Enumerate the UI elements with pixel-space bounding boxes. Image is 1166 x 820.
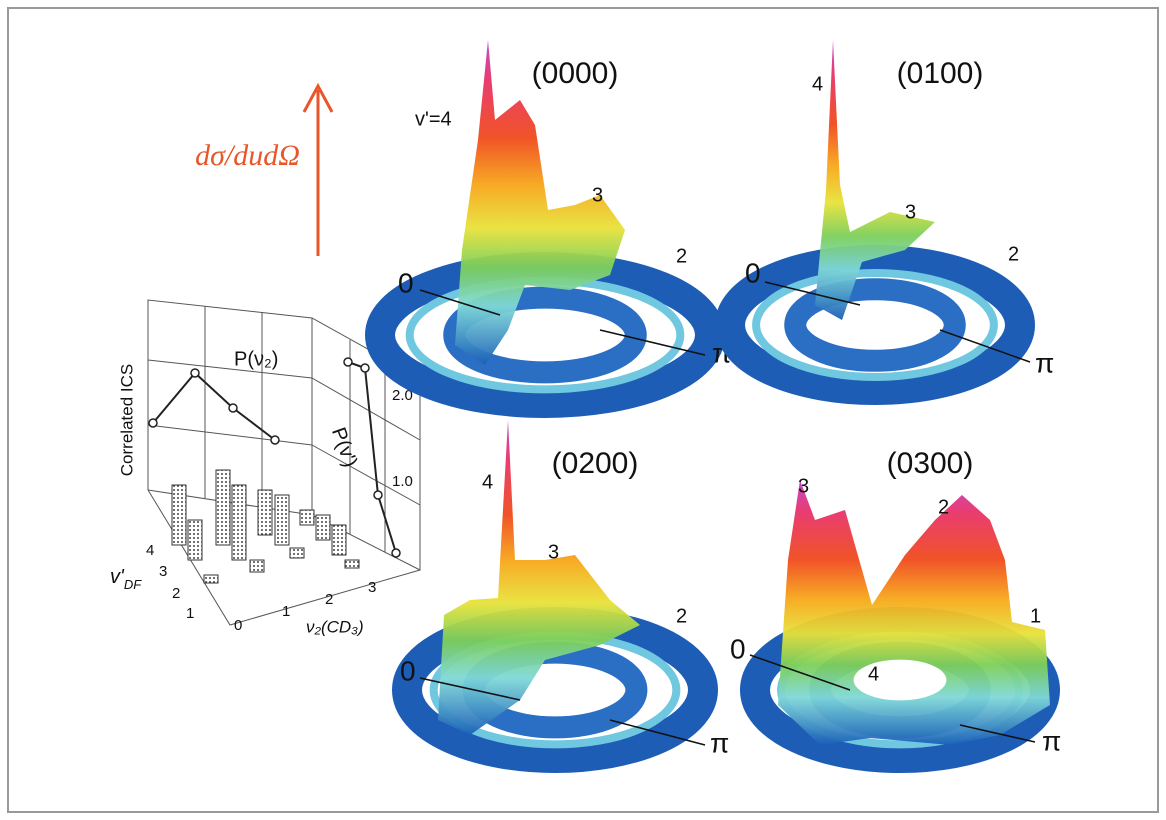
pi-label: π <box>1035 347 1054 378</box>
panel-title: (0100) <box>897 57 984 90</box>
formula: dσ/dudΩ <box>195 139 300 172</box>
bar <box>290 548 304 558</box>
peak-label: 4 <box>482 471 493 493</box>
x-axis-label: ν₂(CD₃) <box>306 617 364 636</box>
pi-label: π <box>1042 725 1061 756</box>
bar <box>316 515 330 540</box>
x-tick: 2 <box>325 591 333 608</box>
x-tick: 0 <box>234 617 242 634</box>
marker <box>374 491 382 499</box>
marker <box>271 436 279 444</box>
zero-label: 0 <box>745 257 761 288</box>
marker <box>344 358 352 366</box>
peak-label: 2 <box>938 496 949 518</box>
bar <box>216 470 230 545</box>
right-tick: 1.0 <box>392 473 413 490</box>
depth-tick: 4 <box>146 542 154 559</box>
bar <box>204 575 218 583</box>
peak-label: 3 <box>592 184 603 206</box>
marker <box>361 364 369 372</box>
peak-label: 4 <box>868 663 879 685</box>
x-tick: 3 <box>368 579 376 596</box>
bar <box>232 485 246 560</box>
peak-label: 2 <box>1008 243 1019 265</box>
bar <box>172 485 186 545</box>
p-v2-label: P(ν₂) <box>234 348 278 370</box>
depth-label-sub: DF <box>124 577 142 592</box>
marker <box>229 404 237 412</box>
panel-title: (0300) <box>887 447 974 480</box>
panel-title: (0200) <box>552 447 639 480</box>
panel-title: (0000) <box>532 57 619 90</box>
depth-tick: 2 <box>172 585 180 602</box>
pi-label: π <box>710 727 729 758</box>
peak-label: 3 <box>548 541 559 563</box>
y-axis-label: Correlated ICS <box>117 364 136 476</box>
bar <box>332 525 346 555</box>
zero-label: 0 <box>730 633 746 664</box>
peak-label: 2 <box>676 245 687 267</box>
figure: dσ/dudΩ Correlated ICS P(ν₂) P(v') 2.0 1… <box>0 0 1166 820</box>
bar <box>275 495 289 545</box>
marker <box>392 549 400 557</box>
zero-label: 0 <box>400 655 416 686</box>
bar <box>345 560 359 568</box>
peak-label: v'=4 <box>415 108 452 130</box>
depth-tick: 3 <box>159 563 167 580</box>
marker <box>149 419 157 427</box>
peak-label: 4 <box>812 73 823 95</box>
depth-tick: 1 <box>186 605 194 622</box>
peak-label: 1 <box>1030 605 1041 627</box>
marker <box>191 369 199 377</box>
x-tick: 1 <box>282 603 290 620</box>
peak-label: 3 <box>798 475 809 497</box>
peak-label: 3 <box>905 201 916 223</box>
bar <box>250 560 264 572</box>
bar <box>258 490 272 535</box>
peak-label: 2 <box>676 605 687 627</box>
bar <box>300 510 314 525</box>
bar <box>188 520 202 560</box>
depth-label-base: v' <box>110 566 125 588</box>
zero-label: 0 <box>398 267 414 298</box>
